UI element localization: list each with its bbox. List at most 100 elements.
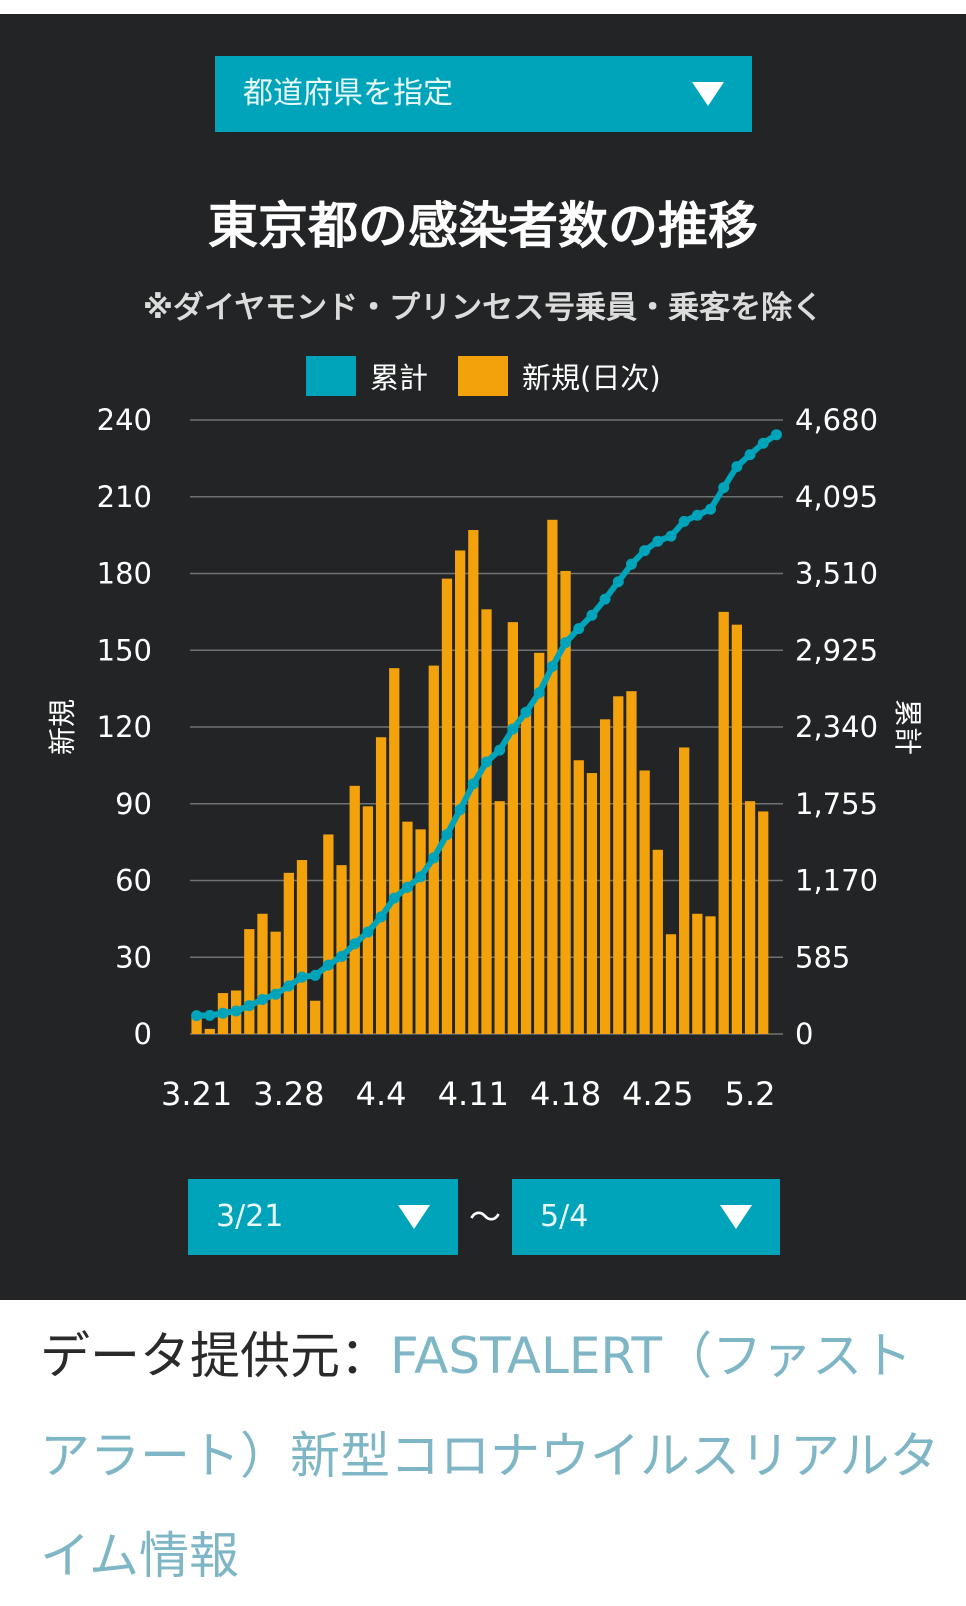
start-date-select[interactable]: 3/21 xyxy=(188,1179,458,1255)
legend-swatch-daily xyxy=(458,356,509,396)
bar-daily xyxy=(679,747,690,1034)
point-cumulative xyxy=(230,1005,242,1017)
bar-daily xyxy=(573,760,584,1034)
chart-subtitle: ※ダイヤモンド・プリンセス号乗員・乗客を除く xyxy=(142,290,824,326)
date-range-separator: 〜 xyxy=(468,1198,501,1236)
bar-daily xyxy=(718,611,729,1034)
point-cumulative xyxy=(309,969,321,981)
bar-daily xyxy=(599,719,611,1034)
bar-daily xyxy=(692,913,703,1034)
bar-daily xyxy=(481,609,492,1034)
point-cumulative xyxy=(322,959,334,971)
bar-daily xyxy=(349,785,360,1034)
x-tick-label: 4.11 xyxy=(438,1075,509,1113)
point-cumulative xyxy=(401,881,413,893)
point-cumulative xyxy=(770,429,782,441)
end-date-value: 5/4 xyxy=(540,1199,589,1234)
bar-daily xyxy=(613,696,624,1034)
bar-daily xyxy=(744,801,756,1034)
prefecture-select-label: 都道府県を指定 xyxy=(243,76,453,111)
bar-daily xyxy=(415,829,426,1034)
point-cumulative xyxy=(705,503,717,515)
y-left-tick-label: 60 xyxy=(115,864,152,898)
y-left-axis-label: 新規 xyxy=(46,699,79,755)
point-cumulative xyxy=(204,1009,216,1021)
bar-daily xyxy=(547,519,558,1034)
y-right-tick-label: 1,170 xyxy=(795,864,878,898)
chart-title: 東京都の感染者数の推移 xyxy=(208,197,758,255)
point-cumulative xyxy=(599,593,611,605)
point-cumulative xyxy=(283,980,295,992)
y-left-tick-label: 90 xyxy=(115,787,152,821)
prefecture-select[interactable]: 都道府県を指定 xyxy=(215,56,752,132)
point-cumulative xyxy=(191,1010,203,1022)
point-cumulative xyxy=(520,706,532,718)
point-cumulative xyxy=(388,892,400,904)
y-right-tick-label: 2,340 xyxy=(795,710,878,744)
point-cumulative xyxy=(691,509,703,521)
point-cumulative xyxy=(639,545,651,557)
bar-daily xyxy=(758,811,769,1034)
point-cumulative xyxy=(757,437,769,449)
bar-daily xyxy=(296,860,308,1034)
bar-daily xyxy=(402,821,413,1034)
combo-chart: 0 0 30 585 60 1,170 90 1,755 120 2,340 150 2,925 180… xyxy=(46,403,924,1113)
y-left-tick-label: 180 xyxy=(97,557,152,591)
data-source-link[interactable]: FASTALERT（ファストアラート）新型コロナウイルスリアルタイム情報 xyxy=(40,1327,940,1585)
legend-item-cumulative: 累計 xyxy=(306,355,428,397)
chevron-down-icon xyxy=(720,1205,752,1229)
x-tick-label: 4.4 xyxy=(356,1075,407,1113)
point-cumulative xyxy=(560,637,572,649)
point-cumulative xyxy=(336,950,348,962)
bar-daily xyxy=(389,668,400,1034)
point-cumulative xyxy=(375,911,387,923)
y-right-tick-label: 1,755 xyxy=(795,787,878,821)
legend-swatch-cumulative xyxy=(306,356,356,396)
bar-daily xyxy=(191,1016,202,1034)
point-cumulative xyxy=(256,993,268,1005)
point-cumulative xyxy=(678,515,690,527)
point-cumulative xyxy=(217,1007,229,1019)
data-source-prefix: データ提供元： xyxy=(40,1327,390,1385)
point-cumulative xyxy=(507,723,519,735)
end-date-select[interactable]: 5/4 xyxy=(512,1179,780,1255)
y-left-tick-label: 120 xyxy=(97,710,152,744)
y-left-tick-label: 210 xyxy=(97,480,152,514)
bar-daily xyxy=(665,934,677,1034)
bar-daily xyxy=(455,550,466,1034)
bar-daily xyxy=(362,806,374,1034)
point-cumulative xyxy=(573,623,585,635)
bar-daily xyxy=(507,622,518,1034)
y-right-tick-label: 585 xyxy=(795,940,850,974)
y-right-tick-label: 0 xyxy=(795,1017,813,1051)
point-cumulative xyxy=(428,852,440,864)
point-cumulative xyxy=(612,576,624,588)
point-cumulative xyxy=(665,530,677,542)
bar-daily xyxy=(626,691,637,1034)
bar-daily xyxy=(270,931,281,1034)
bar-daily xyxy=(283,872,294,1034)
chevron-down-icon xyxy=(398,1205,430,1229)
point-cumulative xyxy=(349,938,361,950)
legend-item-daily: 新規(日次) xyxy=(458,355,661,397)
bar-daily xyxy=(705,916,716,1034)
point-cumulative xyxy=(441,828,453,840)
x-tick-label: 3.21 xyxy=(161,1075,232,1113)
point-cumulative xyxy=(586,609,598,621)
bar-daily xyxy=(731,624,743,1034)
y-left-tick-label: 0 xyxy=(134,1017,152,1051)
bar-daily xyxy=(323,834,334,1034)
bar-daily xyxy=(639,770,650,1034)
point-cumulative xyxy=(296,971,308,983)
x-tick-label: 5.2 xyxy=(725,1075,776,1113)
point-cumulative xyxy=(744,449,756,461)
point-cumulative xyxy=(270,988,282,1000)
bar-daily xyxy=(586,773,598,1034)
point-cumulative xyxy=(652,535,664,547)
y-left-tick-label: 30 xyxy=(115,940,152,974)
chevron-down-icon xyxy=(692,82,724,106)
point-cumulative xyxy=(625,558,637,570)
bar-daily xyxy=(204,1028,215,1034)
chart-legend: 累計 新規(日次) xyxy=(306,356,691,396)
point-cumulative xyxy=(362,926,374,938)
